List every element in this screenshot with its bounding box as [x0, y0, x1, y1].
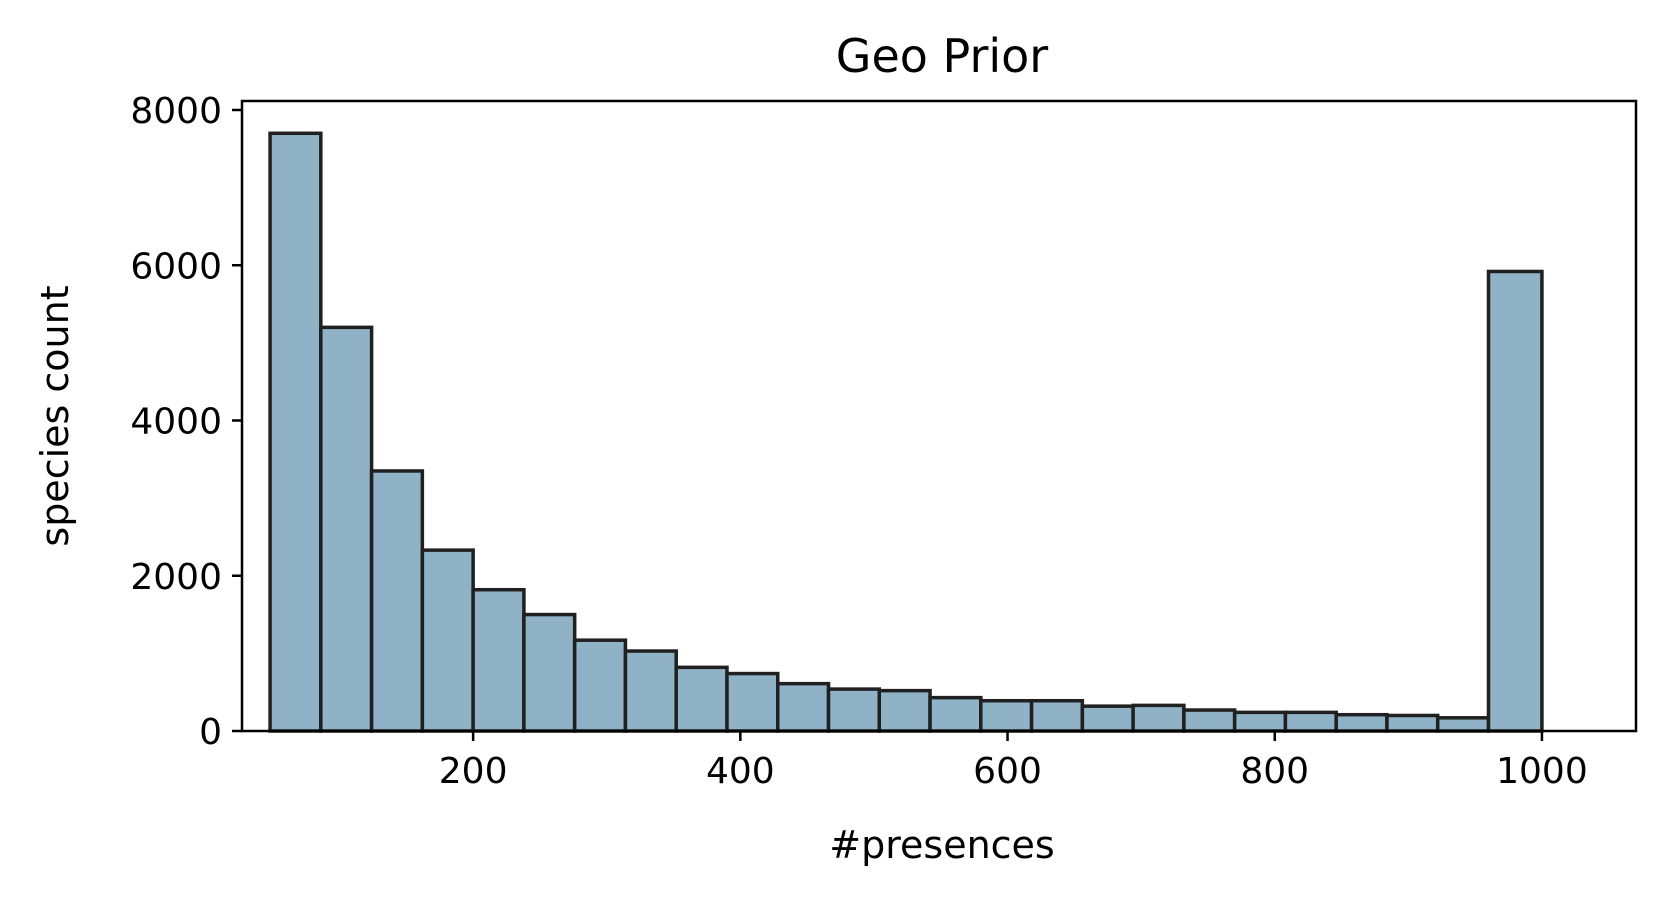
y-tick-label: 8000 — [130, 91, 222, 132]
y-axis-label: species count — [33, 285, 77, 546]
x-tick-label: 800 — [1240, 751, 1309, 792]
x-tick-label: 200 — [439, 751, 508, 792]
y-tick-label: 6000 — [130, 246, 222, 287]
histogram-bar — [775, 681, 831, 733]
histogram-bar — [369, 469, 425, 733]
chart-title: Geo Prior — [836, 29, 1048, 83]
histogram-bar — [928, 695, 983, 733]
x-tick-label: 600 — [973, 751, 1042, 792]
histogram-bar — [1029, 698, 1085, 733]
plot-frame — [240, 99, 1638, 733]
histogram-bar — [572, 638, 628, 733]
x-axis-label: #presences — [829, 823, 1054, 867]
histogram-bar — [319, 325, 374, 733]
histogram-bar — [1486, 269, 1544, 733]
histogram-bar — [420, 548, 475, 733]
x-tick-label: 1000 — [1496, 751, 1588, 792]
y-tick-label: 4000 — [130, 402, 222, 443]
histogram-bar — [826, 687, 882, 733]
histogram-bar — [1283, 710, 1338, 733]
histogram-bar — [1131, 703, 1186, 733]
histogram-bar — [877, 688, 932, 733]
x-tick-label: 400 — [706, 751, 775, 792]
histogram-bar — [1334, 712, 1389, 733]
histogram-bar — [979, 698, 1034, 733]
y-tick-label: 0 — [199, 712, 222, 753]
y-tick-label: 2000 — [130, 557, 222, 598]
histogram-bar — [471, 587, 526, 733]
histogram-bar — [1080, 704, 1135, 733]
histogram-bar — [1232, 710, 1288, 733]
histogram-bar — [1182, 708, 1237, 733]
histogram-bar — [674, 665, 729, 733]
y-axis-ticks: 0 2000 4000 6000 8000 — [130, 91, 242, 753]
histogram-bar — [1385, 713, 1440, 733]
histogram-bar — [1435, 716, 1491, 733]
histogram-bar — [623, 649, 678, 733]
histogram-bar — [268, 131, 323, 733]
histogram-bar — [725, 671, 780, 733]
x-axis-ticks: 200 400 600 800 1000 — [439, 731, 1588, 792]
bars-group — [268, 131, 1544, 733]
histogram-bar — [522, 612, 577, 733]
